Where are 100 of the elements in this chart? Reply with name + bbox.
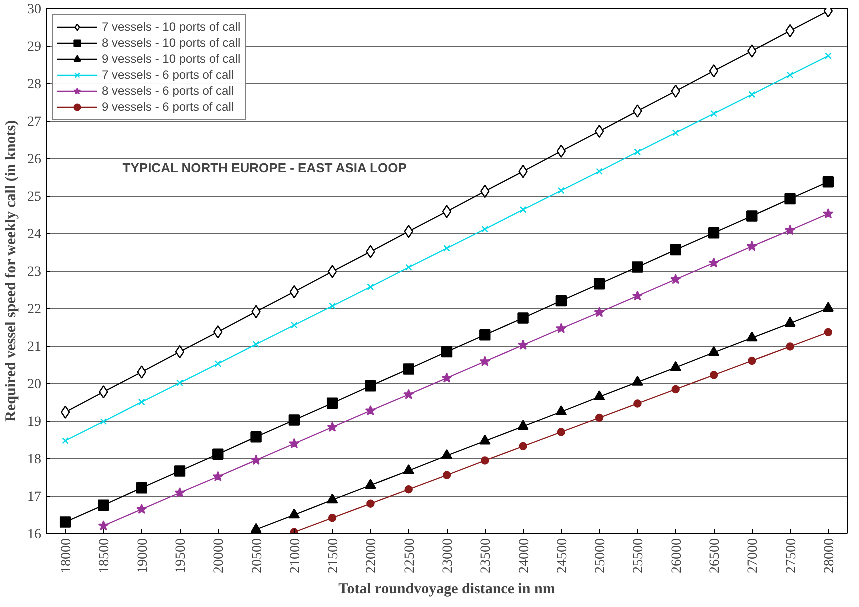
point: [404, 389, 414, 400]
point: [138, 398, 146, 406]
x-tick-label: 23500: [479, 538, 494, 574]
point: [671, 84, 680, 98]
x-tick-label: 22500: [402, 538, 418, 574]
point: [519, 442, 528, 451]
point: [784, 193, 796, 205]
point: [634, 400, 642, 408]
point: [288, 414, 300, 426]
point: [365, 479, 376, 489]
point: [784, 224, 796, 236]
x-tick-label: 24500: [555, 538, 570, 574]
point: [326, 398, 338, 409]
point: [367, 284, 374, 291]
point: [326, 494, 338, 504]
point: [786, 342, 794, 351]
point: [290, 285, 300, 299]
point: [748, 91, 756, 98]
point: [98, 500, 110, 511]
point: [62, 437, 69, 444]
y-axis-title: Required vessel speed for weekly call (in knots): [4, 120, 20, 422]
point: [670, 274, 682, 284]
y-tick-label: 21: [28, 340, 42, 355]
point: [822, 176, 834, 188]
point: [214, 326, 223, 339]
point: [632, 376, 644, 386]
x-tick-label: 19000: [136, 538, 151, 574]
x-tick-label: 26000: [670, 538, 685, 574]
point: [824, 328, 833, 337]
point: [174, 487, 186, 498]
point: [174, 466, 186, 477]
legend-label: 7 vessels - 6 ports of call: [102, 67, 234, 83]
point: [444, 245, 450, 252]
point: [288, 508, 300, 519]
x-axis-title: Total roundvoyage distance in nm: [338, 582, 556, 598]
y-tick-label: 18: [28, 452, 42, 468]
legend-label: 9 vessels - 6 ports of call: [102, 99, 234, 115]
y-tick-label: 26: [28, 152, 42, 168]
point: [632, 262, 644, 273]
x-tick-label: 27000: [746, 538, 762, 574]
point: [442, 471, 452, 480]
x-tick-label: 23000: [441, 538, 456, 574]
point: [480, 330, 491, 341]
x-tick-label: 18500: [98, 538, 113, 574]
point: [746, 241, 758, 252]
point: [250, 432, 262, 443]
point: [708, 228, 720, 239]
y-tick-label: 30: [28, 2, 42, 18]
point: [252, 341, 260, 348]
y-tick-label: 23: [28, 265, 42, 280]
x-tick-label: 24000: [517, 538, 532, 574]
point: [518, 420, 529, 430]
point: [252, 305, 261, 318]
point: [98, 520, 110, 531]
point: [328, 265, 338, 278]
x-tick-label: 20000: [212, 538, 228, 574]
point: [442, 372, 452, 383]
point: [291, 322, 298, 329]
point: [594, 278, 606, 290]
point: [365, 380, 376, 392]
point: [404, 225, 414, 238]
y-tick-label: 20: [28, 378, 42, 392]
x-tick-label: 25500: [632, 538, 647, 574]
y-tick-label: 19: [28, 415, 42, 430]
point: [708, 346, 720, 356]
point: [670, 361, 682, 372]
point: [672, 130, 680, 136]
point: [328, 514, 337, 522]
point: [825, 52, 832, 60]
point: [784, 317, 796, 327]
y-tick-label: 22: [28, 302, 42, 318]
point: [480, 356, 490, 366]
x-tick-label: 19500: [174, 538, 189, 574]
x-tick-label: 22000: [364, 538, 380, 574]
point: [480, 434, 491, 445]
point: [520, 206, 527, 214]
y-tick-label: 27: [28, 115, 42, 130]
point: [823, 208, 834, 219]
x-tick-label: 20500: [250, 538, 266, 574]
point: [709, 64, 719, 78]
point: [366, 500, 375, 508]
point: [518, 312, 529, 324]
point: [708, 258, 720, 268]
point: [634, 148, 642, 156]
point: [672, 385, 680, 394]
point: [518, 340, 529, 350]
point: [748, 356, 756, 366]
point: [250, 454, 262, 466]
point: [632, 290, 644, 301]
x-tick-label: 27500: [784, 538, 800, 574]
point: [441, 450, 453, 460]
point: [366, 245, 376, 258]
annotation: TYPICAL NORTH EUROPE - EAST ASIA LOOP: [122, 160, 408, 176]
point: [327, 422, 338, 432]
point: [212, 448, 224, 460]
x-tick-label: 28000: [822, 538, 838, 574]
y-tick-label: 28: [28, 78, 42, 92]
x-tick-label: 26500: [708, 538, 723, 574]
point: [822, 302, 834, 312]
point: [557, 428, 566, 436]
